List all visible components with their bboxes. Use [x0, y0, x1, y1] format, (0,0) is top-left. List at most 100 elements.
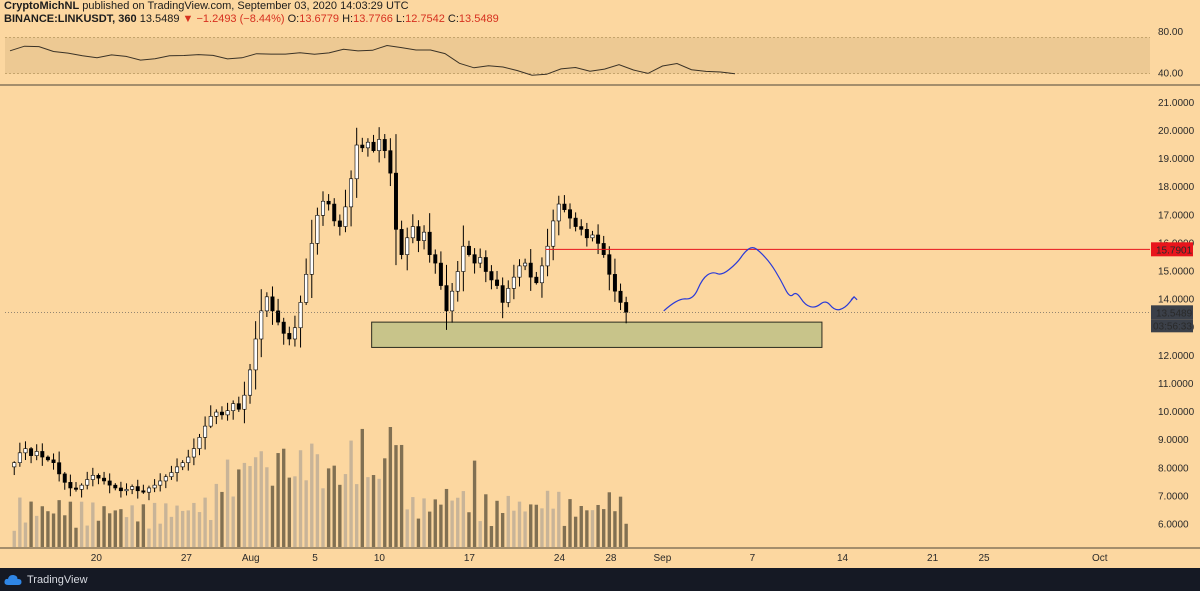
volume-bar	[102, 506, 106, 547]
candle-body	[337, 220, 342, 227]
candle-body	[79, 484, 84, 490]
candle-body	[343, 206, 348, 227]
candle-body	[483, 257, 488, 272]
volume-bar	[186, 510, 190, 547]
price-tick-label: 7.0000	[1158, 491, 1189, 502]
volume-bar	[23, 522, 28, 547]
symbol-label: BINANCE:LINKUSDT, 360	[4, 13, 137, 25]
volume-bar	[107, 513, 112, 547]
volume-bar	[529, 504, 533, 547]
resistance-tag-label: 15.7901	[1156, 245, 1193, 256]
volume-bar	[517, 501, 522, 547]
candle-body	[96, 475, 101, 479]
volume-bar	[276, 453, 280, 547]
time-tick-label: 17	[464, 553, 476, 564]
time-tick-label: 10	[374, 553, 386, 564]
candle-body	[141, 490, 146, 493]
candle-body	[528, 262, 533, 278]
author-name[interactable]: CryptoMichNL	[4, 0, 80, 12]
volume-bar	[624, 523, 628, 547]
candle-body	[163, 476, 168, 482]
candle-body	[315, 215, 320, 244]
volume-bar	[360, 428, 364, 547]
candle-body	[556, 203, 561, 222]
main-pane: 21.000020.000019.000018.000017.000016.00…	[0, 98, 1200, 564]
volume-bar	[91, 502, 95, 547]
candle-body	[354, 144, 359, 180]
volume-bar	[220, 491, 224, 547]
volume-bar	[433, 499, 437, 547]
candle-body	[236, 403, 241, 410]
high-value: 13.7766	[353, 13, 393, 25]
volume-bar	[467, 512, 471, 547]
volume-bar	[411, 497, 415, 547]
candle-body	[326, 200, 331, 205]
candle-body	[124, 489, 129, 492]
volume-bar	[242, 462, 247, 547]
resistance-tag-bg	[1151, 242, 1193, 257]
candle-body	[624, 302, 629, 313]
candle-body	[517, 265, 522, 278]
candle-body	[298, 302, 303, 329]
volume-bar	[192, 502, 196, 547]
time-tick-label: 28	[605, 553, 617, 564]
candle-body	[607, 254, 612, 275]
volume-bar	[394, 445, 398, 547]
volume-bar	[304, 480, 308, 547]
candle-body	[57, 462, 62, 475]
volume-bar	[422, 498, 426, 547]
candle-body	[34, 451, 39, 456]
open-value: 13.6779	[299, 13, 340, 25]
volume-bar	[141, 504, 146, 547]
volume-bar	[175, 505, 179, 547]
candle-body	[472, 254, 477, 264]
volume-bar	[523, 511, 527, 547]
volume-bar	[439, 504, 443, 547]
candle-body	[12, 462, 17, 468]
volume-bar	[51, 513, 56, 547]
volume-bar	[68, 501, 73, 547]
price-tick-label: 10.0000	[1158, 407, 1195, 418]
volume-bar	[164, 503, 168, 547]
candle-body	[618, 290, 623, 303]
candle-body	[146, 487, 151, 493]
time-tick-label: 24	[554, 553, 566, 564]
volume-bar	[169, 516, 174, 547]
volume-bar	[203, 497, 207, 547]
tradingview-logo[interactable]: TradingView	[4, 572, 88, 588]
volume-bar	[540, 508, 544, 547]
candle-body	[102, 477, 107, 482]
time-tick-label: Sep	[654, 553, 672, 564]
candle-body	[180, 462, 185, 468]
candle-body	[506, 288, 511, 303]
price-tick-label: 15.0000	[1158, 267, 1195, 278]
volume-bar	[152, 502, 157, 547]
candle-body	[545, 245, 550, 267]
candle-body	[270, 296, 275, 312]
volume-bar	[450, 500, 454, 547]
volume-bar	[63, 515, 67, 547]
candle-body	[584, 229, 589, 239]
price-tick-label: 11.0000	[1158, 379, 1194, 390]
candle-body	[309, 243, 314, 275]
candle-body	[208, 415, 213, 427]
volume-bar	[315, 454, 320, 547]
symbol-line: BINANCE:LINKUSDT, 360 13.5489 ▼ −1.2493 …	[4, 13, 499, 26]
candle-body	[203, 425, 208, 438]
candle-body	[158, 480, 163, 486]
projection-path	[663, 247, 855, 312]
last-price-tag: 13.5489 03:56:33	[1151, 305, 1193, 333]
volume-bar	[613, 511, 617, 547]
volume-bar	[596, 504, 600, 547]
candle-body	[596, 234, 601, 244]
footer-bar: TradingView	[0, 568, 1200, 591]
candle-body	[175, 466, 180, 473]
volume-bar	[35, 515, 39, 547]
tradingview-brand: TradingView	[27, 574, 88, 586]
candle-body	[388, 150, 393, 174]
volume-bar	[248, 466, 252, 547]
volume-bar	[472, 460, 477, 547]
volume-bar	[484, 494, 488, 547]
candle-body	[276, 310, 281, 323]
price-chart[interactable]: 80.00 40.00 21.0000 20.0000 19.0000 18.0000 17…	[0, 0, 1200, 568]
